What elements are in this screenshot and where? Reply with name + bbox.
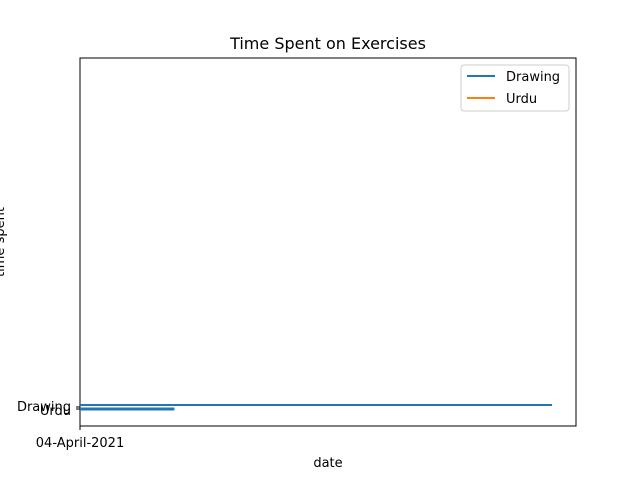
chart-title: Time Spent on Exercises: [229, 34, 426, 53]
x-tick-label: 04-April-2021: [36, 436, 124, 451]
y-tick-label-urdu: Urdu: [40, 404, 71, 419]
legend-label-urdu: Urdu: [506, 92, 537, 107]
legend-label-drawing: Drawing: [506, 70, 560, 85]
y-axis-label: time spent: [0, 207, 8, 277]
series-layer: [80, 404, 552, 411]
y-tick-label-drawing: Drawing: [17, 400, 71, 415]
x-axis-label: date: [313, 456, 342, 471]
plot-area: [79, 57, 577, 427]
legend: Drawing Urdu: [460, 64, 570, 112]
